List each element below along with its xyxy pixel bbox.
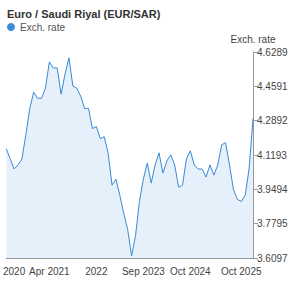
svg-text:Exch. rate: Exch. rate	[230, 34, 275, 45]
svg-text:Sep 2023: Sep 2023	[122, 266, 165, 277]
svg-text:3.9494: 3.9494	[257, 184, 288, 195]
svg-text:3.7795: 3.7795	[257, 218, 288, 229]
svg-text:Oct 2024: Oct 2024	[170, 266, 211, 277]
svg-text:4.2892: 4.2892	[257, 115, 288, 126]
svg-text:4.6289: 4.6289	[257, 47, 288, 58]
svg-text:Euro / Saudi Riyal (EUR/SAR): Euro / Saudi Riyal (EUR/SAR)	[7, 8, 161, 20]
svg-text:4.1193: 4.1193	[257, 150, 287, 161]
svg-text:Oct 2025: Oct 2025	[221, 266, 262, 277]
svg-text:4.4591: 4.4591	[257, 81, 288, 92]
svg-text:3.6097: 3.6097	[257, 253, 288, 264]
svg-text:Apr 2021: Apr 2021	[29, 266, 70, 277]
svg-text:Exch. rate: Exch. rate	[20, 22, 65, 33]
svg-text:2022: 2022	[85, 266, 108, 277]
svg-text:2020: 2020	[3, 266, 26, 277]
